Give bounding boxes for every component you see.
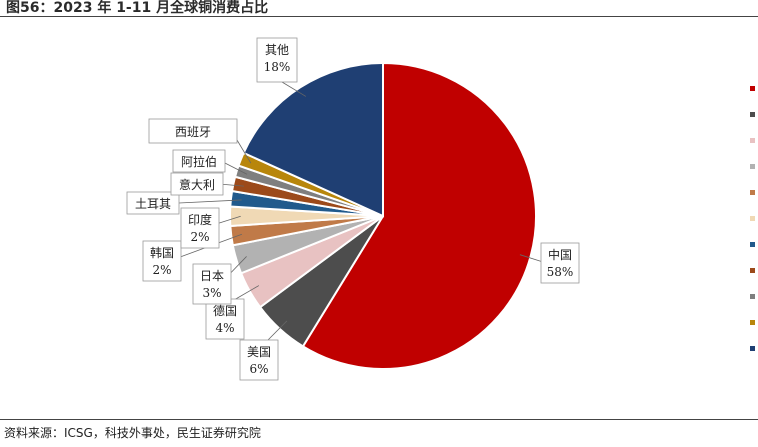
- leader-line-0: [519, 254, 544, 263]
- label-box-6: [126, 191, 180, 215]
- slice-percent-5: 2%: [190, 230, 209, 244]
- chart-title: 图56：2023 年 1-11 月全球铜消费占比: [6, 0, 269, 16]
- legend-marker-9: [750, 320, 755, 325]
- slice-name-2: 德国: [213, 303, 237, 318]
- slice-label-10: 其他 18%: [256, 37, 298, 83]
- legend-marker-10: [750, 346, 755, 351]
- label-box-9: [148, 118, 238, 144]
- slice-name-6: 土耳其: [135, 197, 171, 211]
- label-box-2: [205, 298, 245, 340]
- slice-name-3: 日本: [200, 269, 224, 283]
- slice-name-7: 意大利: [179, 177, 215, 192]
- slice-label-5: 印度 2%: [180, 207, 220, 249]
- legend-marker-8: [750, 294, 755, 299]
- slice-name-4: 韩国: [150, 245, 174, 260]
- legend-marker-1: [750, 112, 755, 117]
- label-box-3: [192, 263, 232, 305]
- legend-marker-3: [750, 164, 755, 169]
- footer-divider: [0, 419, 758, 420]
- legend-marker-7: [750, 268, 755, 273]
- label-box-10: [256, 37, 298, 83]
- slice-label-0: 中国 58%: [540, 242, 580, 284]
- label-box-4: [142, 240, 182, 282]
- slice-name-9: 西班牙: [175, 125, 211, 139]
- slice-name-8: 阿拉伯: [181, 154, 217, 169]
- slice-percent-4: 2%: [152, 263, 171, 277]
- label-box-7: [170, 172, 224, 196]
- leader-line-1: [267, 320, 288, 341]
- legend-marker-6: [750, 242, 755, 247]
- slice-percent-3: 3%: [202, 286, 221, 300]
- slice-label-1: 美国 6%: [239, 339, 279, 381]
- label-box-1: [239, 339, 279, 381]
- label-box-5: [180, 207, 220, 249]
- label-box-0: [540, 242, 580, 284]
- slice-percent-0: 58%: [547, 265, 574, 279]
- leader-line-2: [233, 285, 260, 301]
- slice-percent-2: 4%: [215, 321, 234, 335]
- pie-slice-10: [242, 61, 384, 218]
- slice-label-7: 意大利: [170, 172, 224, 196]
- slice-label-2: 德国 4%: [205, 298, 245, 340]
- slice-label-9: 西班牙: [148, 118, 238, 144]
- slice-name-10: 其他: [265, 43, 289, 57]
- slice-name-1: 美国: [247, 345, 271, 359]
- slice-label-3: 日本 3%: [192, 263, 232, 305]
- source-note: 资料来源：ICSG，科技外事处，民生证券研究院: [4, 426, 261, 440]
- slice-label-4: 韩国 2%: [142, 240, 182, 282]
- legend-marker-0: [750, 86, 755, 91]
- legend: [750, 86, 755, 351]
- slice-percent-10: 18%: [264, 60, 291, 74]
- slice-percent-1: 6%: [249, 362, 268, 376]
- leader-line-6: [178, 199, 242, 204]
- legend-marker-5: [750, 216, 755, 221]
- slice-name-5: 印度: [188, 212, 212, 227]
- slice-label-8: 阿拉伯: [172, 149, 226, 173]
- legend-marker-4: [750, 190, 755, 195]
- leader-line-9: [236, 139, 252, 164]
- slice-label-6: 土耳其: [126, 191, 180, 215]
- pie-slices: [229, 61, 537, 370]
- slice-name-0: 中国: [548, 247, 572, 262]
- legend-marker-2: [750, 138, 755, 143]
- title-divider: [0, 16, 758, 17]
- label-box-8: [172, 149, 226, 173]
- leader-line-10: [281, 81, 307, 97]
